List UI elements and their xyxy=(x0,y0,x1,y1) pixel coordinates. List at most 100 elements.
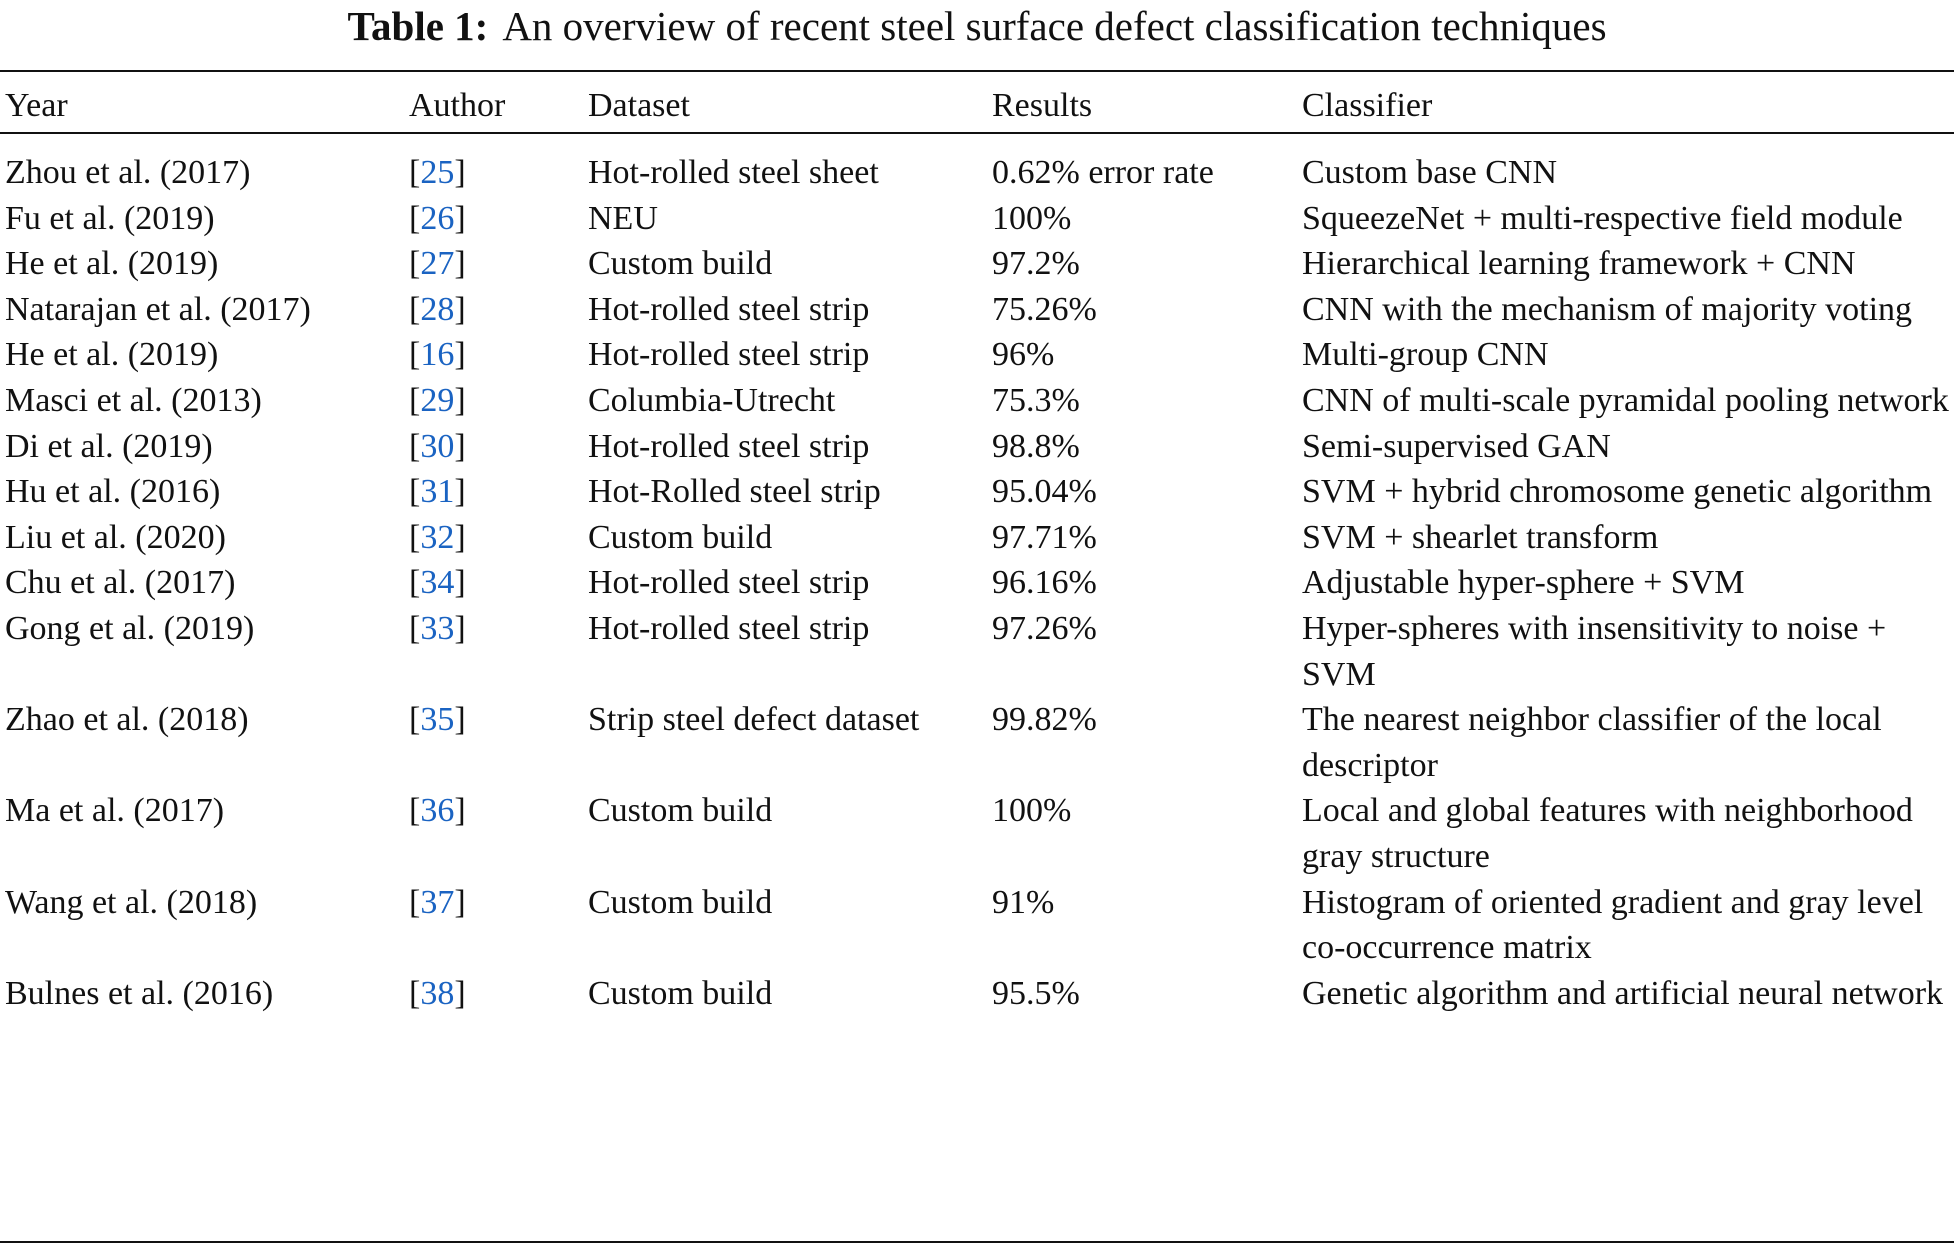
dataset-cell: NEU xyxy=(588,196,992,242)
bottom-rule xyxy=(0,1241,1954,1243)
dataset-cell: Hot-rolled steel sheet xyxy=(588,142,992,196)
reference-link[interactable]: 28 xyxy=(420,290,455,328)
dataset-text: Strip steel defect dataset xyxy=(588,701,920,739)
year-cell: Chu et al. (2017) xyxy=(5,564,236,602)
classifier-cell: CNN with the mechanism of majority votin… xyxy=(1302,290,1913,328)
table-row: He et al. (2019) [16] Hot-rolled steel str… xyxy=(0,332,1954,378)
classifier-cell: SVM + hybrid chromosome genetic algorith… xyxy=(1302,473,1933,511)
reference-link[interactable]: 25 xyxy=(420,154,455,191)
year-cell: Bulnes et al. (2016) xyxy=(5,974,274,1012)
results-cell: 97.26% xyxy=(992,609,1097,647)
table-row: Chu et al. (2017) [34] Hot-rolled steel st… xyxy=(0,560,1954,606)
header-classifier: Classifier xyxy=(1302,87,1433,124)
year-cell: He et al. (2019) xyxy=(5,245,219,283)
author-cell: [26] xyxy=(409,199,466,237)
year-cell: Fu et al. (2019) xyxy=(5,199,215,237)
classifier-cell: Custom base CNN xyxy=(1302,154,1557,191)
table-caption: Table 1: An overview of recent steel surf… xyxy=(0,0,1954,52)
dataset-text: Custom build xyxy=(588,974,773,1012)
dataset-cell: Custom build xyxy=(588,241,992,287)
dataset-cell: Hot-rolled steel strip xyxy=(588,332,992,378)
results-cell: 99.82% xyxy=(992,701,1097,739)
classifier-cell: Hyper-spheres with insensitivity to nois… xyxy=(1302,609,1887,693)
reference-link[interactable]: 35 xyxy=(420,701,455,739)
year-cell: Zhou et al. (2017) xyxy=(5,154,251,191)
classifier-cell: CNN of multi-scale pyramidal pooling net… xyxy=(1302,381,1949,419)
results-cell: 75.3% xyxy=(992,381,1080,419)
year-cell: Natarajan et al. (2017) xyxy=(5,290,311,328)
caption-label: Table 1: xyxy=(347,3,489,49)
dataset-text: Columbia-Utrecht xyxy=(588,381,836,419)
classifier-cell: Genetic algorithm and artificial neural … xyxy=(1302,974,1944,1012)
results-cell: 98.8% xyxy=(992,427,1080,465)
reference-link[interactable]: 16 xyxy=(420,336,455,374)
dataset-cell: Custom build xyxy=(588,971,992,1017)
results-cell: 75.26% xyxy=(992,290,1097,328)
dataset-cell: Hot-Rolled steel strip xyxy=(588,469,992,515)
dataset-text: Custom build xyxy=(588,792,773,830)
dataset-text: Hot-rolled steel strip xyxy=(588,427,870,465)
header-row: Year Author Dataset Results Classifier xyxy=(0,80,1954,142)
header-year: Year xyxy=(5,87,68,124)
table-row: Di et al. (2019) [30] Hot-rolled steel str… xyxy=(0,424,1954,470)
reference-link[interactable]: 34 xyxy=(420,564,455,602)
dataset-cell: Strip steel defect dataset xyxy=(588,697,992,788)
year-cell: Masci et al. (2013) xyxy=(5,381,262,419)
results-cell: 95.04% xyxy=(992,473,1097,511)
classifier-cell: SqueezeNet + multi-respective field modu… xyxy=(1302,199,1903,237)
reference-link[interactable]: 31 xyxy=(420,473,455,511)
results-cell: 95.5% xyxy=(992,974,1080,1012)
results-cell: 0.62% error rate xyxy=(992,154,1214,191)
reference-link[interactable]: 36 xyxy=(420,792,455,830)
reference-link[interactable]: 32 xyxy=(420,518,455,556)
classifier-cell: Multi-group CNN xyxy=(1302,336,1549,374)
reference-link[interactable]: 27 xyxy=(420,245,455,283)
table-row: Fu et al. (2019) [26] NEU 100% SqueezeNet + … xyxy=(0,196,1954,242)
reference-link[interactable]: 37 xyxy=(420,883,455,921)
dataset-cell: Hot-rolled steel strip xyxy=(588,606,992,697)
dataset-text: Hot-rolled steel sheet xyxy=(588,154,879,191)
year-cell: Zhao et al. (2018) xyxy=(5,701,249,739)
author-cell: [16] xyxy=(409,336,466,374)
author-cell: [38] xyxy=(409,974,466,1012)
author-cell: [29] xyxy=(409,381,466,419)
dataset-cell: Hot-rolled steel strip xyxy=(588,287,992,333)
author-cell: [33] xyxy=(409,609,466,647)
dataset-text: NEU xyxy=(588,199,658,237)
dataset-text: Hot-Rolled steel strip xyxy=(588,473,881,511)
reference-link[interactable]: 30 xyxy=(420,427,455,465)
table-row: He et al. (2019) [27] Custom build 97.2% Hie… xyxy=(0,241,1954,287)
dataset-text: Hot-rolled steel strip xyxy=(588,336,870,374)
results-cell: 91% xyxy=(992,883,1055,921)
dataset-text: Hot-rolled steel strip xyxy=(588,290,870,328)
year-cell: Liu et al. (2020) xyxy=(5,518,226,556)
reference-link[interactable]: 26 xyxy=(420,199,455,237)
reference-link[interactable]: 38 xyxy=(420,974,455,1012)
year-cell: Gong et al. (2019) xyxy=(5,609,255,647)
results-cell: 100% xyxy=(992,199,1072,237)
classifier-cell: Local and global features with neighborh… xyxy=(1302,792,1913,875)
year-cell: Wang et al. (2018) xyxy=(5,883,258,921)
dataset-cell: Custom build xyxy=(588,788,992,879)
results-cell: 96% xyxy=(992,336,1055,374)
classifier-cell: SVM + shearlet transform xyxy=(1302,518,1659,556)
top-rule xyxy=(0,70,1954,72)
dataset-cell: Custom build xyxy=(588,515,992,561)
author-cell: [34] xyxy=(409,564,466,602)
classifier-cell: Adjustable hyper-sphere + SVM xyxy=(1302,564,1745,602)
dataset-cell: Custom build xyxy=(588,880,992,971)
header-rule xyxy=(0,132,1954,134)
table-row: Liu et al. (2020) [32] Custom build 97.71% S… xyxy=(0,515,1954,561)
reference-link[interactable]: 29 xyxy=(420,381,455,419)
author-cell: [28] xyxy=(409,290,466,328)
reference-link[interactable]: 33 xyxy=(420,609,455,647)
author-cell: [32] xyxy=(409,518,466,556)
results-cell: 100% xyxy=(992,792,1072,830)
author-cell: [31] xyxy=(409,473,466,511)
header-dataset: Dataset xyxy=(588,87,690,124)
results-cell: 97.71% xyxy=(992,518,1097,556)
year-cell: Di et al. (2019) xyxy=(5,427,213,465)
table-row: Zhou et al. (2017) [25] Hot-rolled steel s… xyxy=(0,142,1954,196)
dataset-cell: Columbia-Utrecht xyxy=(588,378,992,424)
dataset-text: Custom build xyxy=(588,518,773,556)
